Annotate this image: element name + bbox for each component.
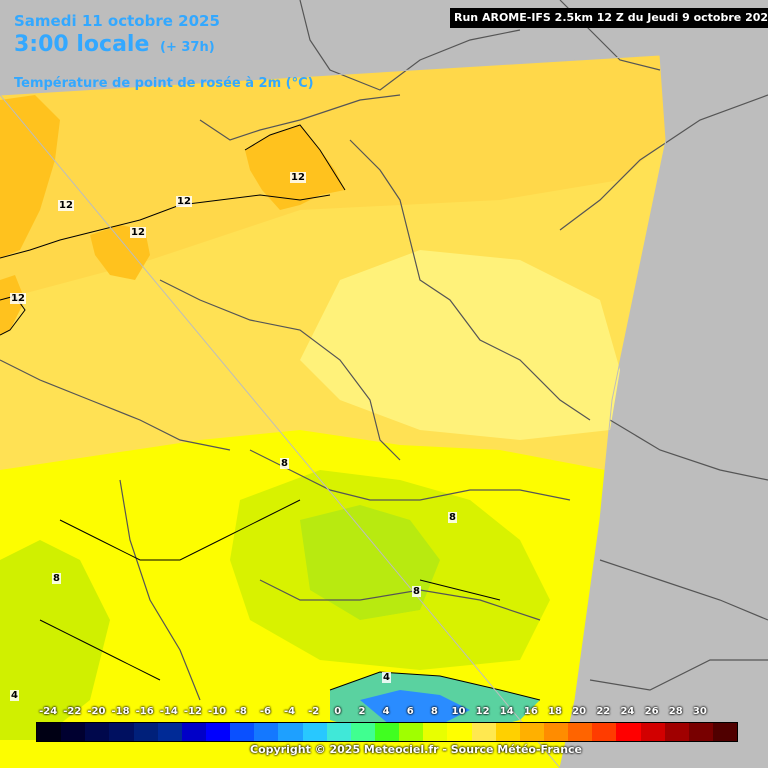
contour-label: 12 (176, 196, 192, 207)
legend-color-cell (181, 723, 206, 741)
copyright-notice: Copyright © 2025 Meteociel.fr - Source M… (250, 743, 583, 756)
legend-color-cell (37, 723, 62, 741)
legend-color-cell (350, 723, 375, 741)
legend-tick-label: -4 (283, 706, 296, 717)
legend-tick-label: -10 (208, 706, 227, 717)
legend-tick-label: 0 (334, 706, 342, 717)
legend-tick-label: 26 (644, 706, 659, 717)
legend-tick-label: 28 (668, 706, 683, 717)
zone-4-6-center (300, 505, 440, 620)
contour-label: 12 (10, 293, 26, 304)
legend-tick-label: -6 (259, 706, 271, 717)
legend-tick-label: 12 (475, 706, 490, 717)
legend-tick-label: -12 (183, 706, 202, 717)
legend-tick-label: 4 (382, 706, 390, 717)
contour-label: 8 (52, 573, 61, 584)
legend-tick-label: 16 (523, 706, 538, 717)
legend-color-cell (447, 723, 472, 741)
legend-color-cell (157, 723, 182, 741)
contour-label: 4 (382, 672, 391, 683)
legend-color-cell (664, 723, 689, 741)
legend-color-cell (109, 723, 134, 741)
legend-color-cell (254, 723, 279, 741)
legend-tick-label: 18 (548, 706, 562, 717)
legend-tick-label: -18 (111, 706, 130, 717)
contour-label: 12 (58, 200, 74, 211)
legend-tick-label: -2 (308, 706, 320, 717)
run-info: Run AROME-IFS 2.5km 12 Z du Jeudi 9 octo… (454, 11, 768, 24)
zone-12-channel (90, 225, 150, 280)
contour-label: 8 (448, 512, 457, 523)
legend-color-cell (302, 723, 327, 741)
color-scale-bar (36, 722, 738, 742)
variable-title: Température de point de rosée à 2m (°C) (14, 76, 314, 91)
zone-12-northwest (0, 95, 60, 258)
legend-color-cell (205, 723, 231, 741)
legend-tick-label: -14 (159, 706, 178, 717)
legend-color-cell (61, 723, 86, 741)
domain-outline (0, 54, 667, 768)
legend-tick-label: 8 (430, 706, 438, 717)
legend-tick-label: -8 (235, 706, 247, 717)
legend-color-cell (568, 723, 593, 741)
zone-6-8-west (0, 540, 110, 740)
legend-tick-label: -16 (135, 706, 154, 717)
legend-color-cell (85, 723, 110, 741)
legend-color-cell (616, 723, 641, 741)
legend-color-cell (495, 723, 520, 741)
legend-color-cell (326, 723, 351, 741)
legend-tick-label: 6 (406, 706, 414, 717)
legend-tick-label: 2 (358, 706, 366, 717)
legend-tick-label: 14 (499, 706, 514, 717)
legend-color-cell (688, 723, 713, 741)
legend-tick-label: 20 (572, 706, 587, 717)
legend-tick-label: 10 (451, 706, 466, 717)
legend-tick-label: 24 (620, 706, 635, 717)
contour-label: 8 (280, 458, 289, 469)
legend-tick-label: -20 (87, 706, 106, 717)
legend-color-cell (374, 723, 400, 741)
contour-label: 8 (412, 586, 421, 597)
legend-color-cell (230, 723, 255, 741)
legend-tick-label: 22 (596, 706, 611, 717)
legend-tick-label: -24 (39, 706, 58, 717)
legend-tick-labels: -24 -22 -20 -18 -16 -14 -12 -10 -8 -6 -4 -2 0 2 4 6 8 10 1… (20, 706, 740, 720)
legend-color-cell (712, 723, 738, 741)
forecast-date: Samedi 11 octobre 2025 (14, 12, 220, 30)
zone-12-west (0, 275, 25, 335)
legend-tick-label: -22 (63, 706, 82, 717)
legend-tick-label: 30 (692, 706, 707, 717)
contour-label: 4 (10, 690, 19, 701)
contour-lines (0, 124, 541, 701)
legend-color-cell (519, 723, 544, 741)
legend-color-cell (423, 723, 448, 741)
legend-color-cell (543, 723, 569, 741)
zone-12-north (245, 125, 345, 210)
legend-color-cell (278, 723, 303, 741)
borders (0, 0, 768, 701)
legend-color-cell (399, 723, 424, 741)
forecast-local-time: 3:00 locale (14, 32, 150, 57)
legend-color-cell (592, 723, 617, 741)
contour-label: 12 (290, 172, 306, 183)
legend-color-cell (133, 723, 158, 741)
run-info-box (450, 8, 768, 28)
legend-color-cell (471, 723, 496, 741)
lead-time: (+ 37h) (160, 40, 215, 55)
zone-colder-alps (360, 690, 470, 725)
legend-color-cell (640, 723, 665, 741)
zone-10-central (300, 250, 620, 440)
contour-label: 12 (130, 227, 146, 238)
